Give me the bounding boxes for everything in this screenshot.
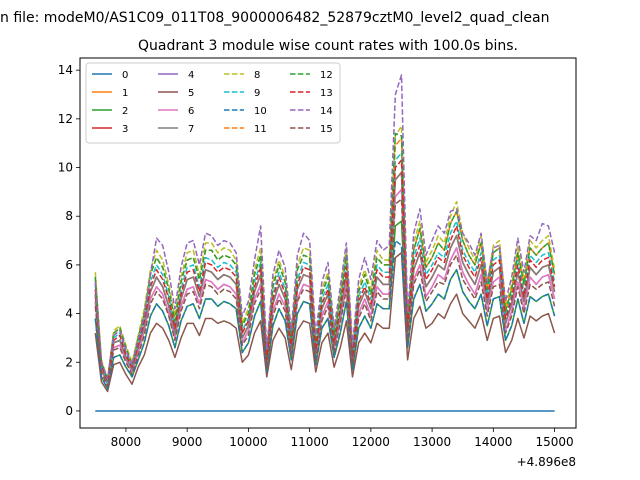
chart-suptitle: n file: modeM0/AS1C09_011T08_9000006482_… [0, 10, 549, 26]
y-tick-label: 14 [58, 63, 73, 77]
legend-label-0: 0 [122, 70, 128, 81]
y-tick-label: 8 [65, 209, 73, 223]
series-line-13 [94, 159, 556, 383]
x-tick-label: 11000 [291, 435, 329, 449]
x-tick-label: 10000 [229, 435, 267, 449]
legend-label-9: 9 [254, 88, 260, 99]
legend-label-10: 10 [254, 106, 267, 117]
legend-label-4: 4 [188, 70, 194, 81]
series-line-10 [94, 239, 556, 390]
legend-label-1: 1 [122, 88, 128, 99]
legend-label-12: 12 [320, 70, 333, 81]
y-tick-label: 6 [65, 258, 73, 272]
y-axis: 0 2 4 6 8 10 12 14 [58, 63, 80, 418]
legend-label-13: 13 [320, 88, 333, 99]
x-tick-label: 13000 [413, 435, 451, 449]
legend-box [85, 62, 341, 144]
series-line-9 [94, 152, 556, 383]
series-line-7 [94, 171, 556, 385]
series-line-5 [94, 251, 556, 393]
legend-label-3: 3 [122, 124, 128, 135]
legend-label-2: 2 [122, 106, 128, 117]
y-tick-label: 2 [65, 355, 73, 369]
x-tick-label: 15000 [535, 435, 573, 449]
x-offset-label: +4.896e8 [517, 455, 576, 469]
legend-label-7: 7 [188, 124, 194, 135]
x-tick-label: 14000 [474, 435, 512, 449]
x-axis: 8000 9000 10000 11000 12000 13000 14000 15000 [111, 428, 574, 449]
x-tick-label: 9000 [172, 435, 203, 449]
x-tick-label: 8000 [111, 435, 142, 449]
legend-label-5: 5 [188, 88, 194, 99]
series-line-15 [94, 198, 556, 388]
y-tick-label: 12 [58, 112, 73, 126]
y-tick-label: 10 [58, 161, 73, 175]
legend-label-14: 14 [320, 106, 333, 117]
series-layer [94, 74, 556, 412]
chart-title: Quadrant 3 module wise count rates with … [138, 38, 518, 54]
legend-label-15: 15 [320, 124, 333, 135]
plot-frame [79, 57, 577, 429]
legend-label-8: 8 [254, 70, 260, 81]
legend-label-11: 11 [254, 124, 267, 135]
series-line-14 [94, 74, 556, 381]
x-tick-label: 12000 [352, 435, 390, 449]
legend-label-6: 6 [188, 106, 194, 117]
y-tick-label: 4 [65, 307, 73, 321]
series-line-12 [94, 132, 556, 381]
y-tick-label: 0 [65, 404, 73, 418]
